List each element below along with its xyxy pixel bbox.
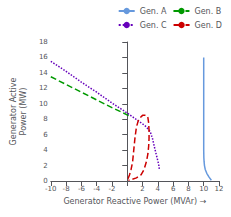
svg-text:0: 0 xyxy=(43,177,48,185)
svg-text:Gen. D: Gen. D xyxy=(195,21,222,30)
svg-text:Generator Reactive Power (MVAr: Generator Reactive Power (MVAr) → xyxy=(63,197,206,206)
svg-text:12: 12 xyxy=(215,185,224,193)
svg-text:12: 12 xyxy=(39,84,48,92)
svg-text:Gen. A: Gen. A xyxy=(140,7,167,16)
svg-text:-10: -10 xyxy=(45,185,56,193)
svg-text:10: 10 xyxy=(199,185,208,193)
svg-text:6: 6 xyxy=(171,185,176,193)
svg-text:2: 2 xyxy=(43,162,47,170)
svg-text:-4: -4 xyxy=(93,185,101,193)
svg-text:-8: -8 xyxy=(63,185,70,193)
svg-text:6: 6 xyxy=(43,131,48,139)
svg-text:18: 18 xyxy=(39,38,48,46)
svg-text:Gen. B: Gen. B xyxy=(194,7,221,16)
svg-text:Power (MW): Power (MW) xyxy=(19,88,28,136)
svg-text:14: 14 xyxy=(39,69,48,77)
svg-text:Generator Active: Generator Active xyxy=(9,77,18,145)
svg-text:-2: -2 xyxy=(108,185,115,193)
svg-text:4: 4 xyxy=(156,185,161,193)
svg-text:10: 10 xyxy=(39,100,48,108)
svg-text:-6: -6 xyxy=(78,185,86,193)
svg-text:Gen. C: Gen. C xyxy=(140,21,167,30)
svg-text:8: 8 xyxy=(186,185,190,193)
svg-text:2: 2 xyxy=(140,185,144,193)
svg-text:16: 16 xyxy=(39,53,48,61)
svg-text:4: 4 xyxy=(43,146,48,154)
svg-text:8: 8 xyxy=(43,115,47,123)
